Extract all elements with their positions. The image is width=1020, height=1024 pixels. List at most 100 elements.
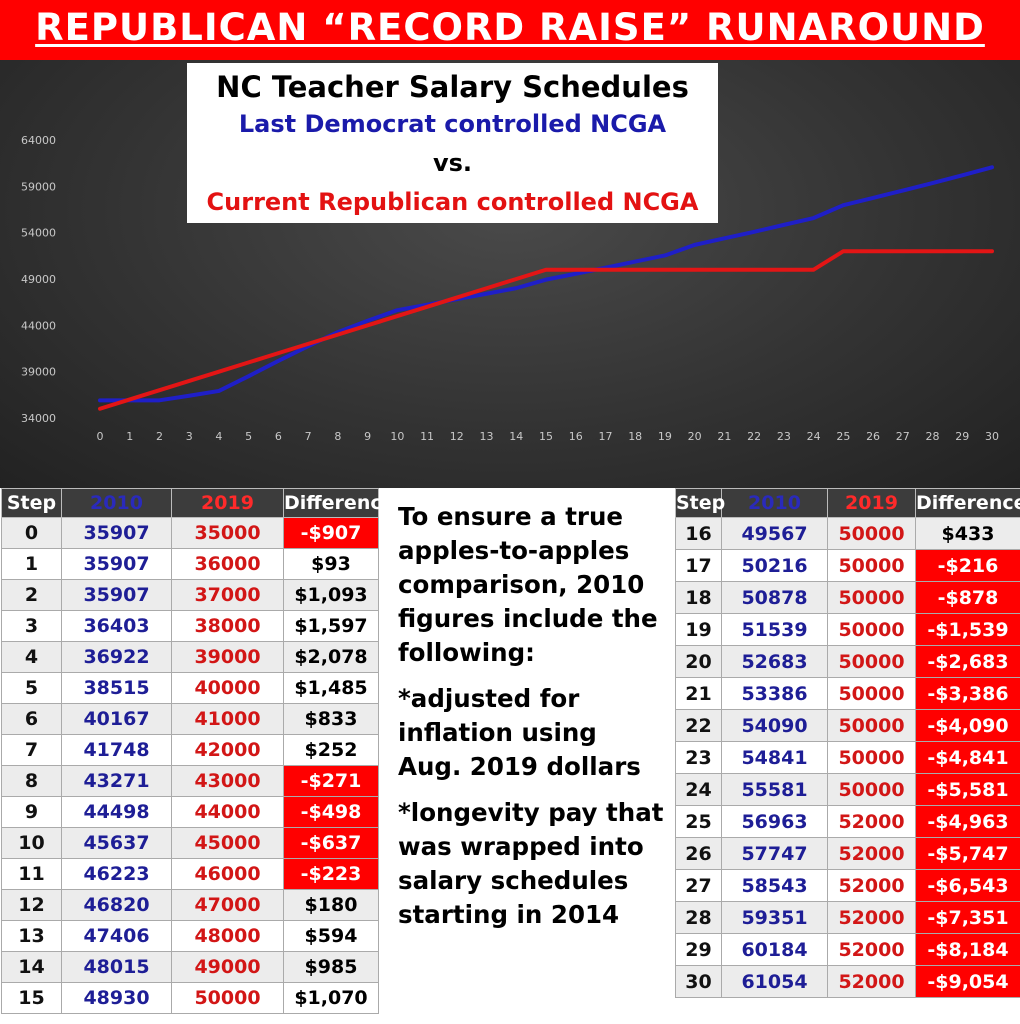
difference-cell: -$271 [283, 765, 379, 797]
chart-title-box: NC Teacher Salary Schedules Last Democra… [187, 63, 718, 223]
difference-cell: -$3,386 [915, 677, 1020, 710]
x-tick-label: 7 [305, 430, 312, 443]
x-tick-label: 18 [628, 430, 642, 443]
table-row: 21 53386 50000 -$3,386 [675, 677, 1020, 710]
difference-cell: -$5,581 [915, 773, 1020, 806]
x-tick-label: 8 [334, 430, 341, 443]
note-paragraph: *adjusted for inflation using Aug. 2019 … [398, 684, 641, 781]
step-cell: 1 [1, 548, 62, 580]
table-row: 17 50216 50000 -$216 [675, 549, 1020, 582]
value-2010-cell: 50878 [721, 581, 828, 614]
value-2019-cell: 50000 [827, 517, 916, 550]
value-2019-cell: 52000 [827, 837, 916, 870]
y-tick-label: 64000 [21, 134, 56, 147]
value-2019-cell: 35000 [171, 517, 284, 549]
difference-cell: -$637 [283, 827, 379, 859]
table-row: 6 40167 41000 $833 [1, 703, 379, 735]
step-cell: 12 [1, 889, 62, 921]
step-cell: 9 [1, 796, 62, 828]
value-2010-cell: 48930 [61, 982, 172, 1014]
x-tick-label: 4 [215, 430, 222, 443]
table-row: 8 43271 43000 -$271 [1, 765, 379, 797]
x-tick-label: 22 [747, 430, 761, 443]
x-tick-label: 20 [688, 430, 702, 443]
step-cell: 21 [675, 677, 722, 710]
difference-cell: $252 [283, 734, 379, 766]
step-cell: 16 [675, 517, 722, 550]
value-2010-cell: 54090 [721, 709, 828, 742]
table-row: 0 35907 35000 -$907 [1, 517, 379, 549]
step-cell: 29 [675, 933, 722, 966]
difference-cell: $93 [283, 548, 379, 580]
value-2019-cell: 36000 [171, 548, 284, 580]
header-2019: 2019 [171, 488, 284, 518]
step-cell: 3 [1, 610, 62, 642]
value-2019-cell: 50000 [827, 581, 916, 614]
step-cell: 10 [1, 827, 62, 859]
table-row: 28 59351 52000 -$7,351 [675, 901, 1020, 934]
difference-cell: -$7,351 [915, 901, 1020, 934]
step-cell: 13 [1, 920, 62, 952]
x-tick-label: 1 [126, 430, 133, 443]
step-cell: 8 [1, 765, 62, 797]
value-2019-cell: 37000 [171, 579, 284, 611]
value-2010-cell: 59351 [721, 901, 828, 934]
x-tick-label: 0 [97, 430, 104, 443]
step-cell: 22 [675, 709, 722, 742]
table-row: 16 49567 50000 $433 [675, 517, 1020, 550]
difference-cell: -$878 [915, 581, 1020, 614]
x-tick-label: 13 [480, 430, 494, 443]
difference-cell: -$5,747 [915, 837, 1020, 870]
value-2010-cell: 51539 [721, 613, 828, 646]
difference-cell: $594 [283, 920, 379, 952]
value-2019-cell: 50000 [827, 709, 916, 742]
difference-cell: $1,093 [283, 579, 379, 611]
table-row: 18 50878 50000 -$878 [675, 581, 1020, 614]
difference-cell: -$4,841 [915, 741, 1020, 774]
value-2010-cell: 57747 [721, 837, 828, 870]
value-2010-cell: 49567 [721, 517, 828, 550]
value-2019-cell: 47000 [171, 889, 284, 921]
value-2010-cell: 43271 [61, 765, 172, 797]
x-tick-label: 23 [777, 430, 791, 443]
value-2019-cell: 52000 [827, 965, 916, 998]
x-tick-label: 2 [156, 430, 163, 443]
value-2010-cell: 46820 [61, 889, 172, 921]
value-2019-cell: 46000 [171, 858, 284, 890]
value-2010-cell: 61054 [721, 965, 828, 998]
difference-cell: -$6,543 [915, 869, 1020, 902]
series-line-2010 [98, 165, 994, 403]
difference-cell: $433 [915, 517, 1020, 550]
y-tick-label: 59000 [21, 180, 56, 193]
step-cell: 30 [675, 965, 722, 998]
value-2019-cell: 38000 [171, 610, 284, 642]
difference-cell: $1,070 [283, 982, 379, 1014]
difference-cell: -$1,539 [915, 613, 1020, 646]
value-2010-cell: 46223 [61, 858, 172, 890]
x-tick-label: 3 [186, 430, 193, 443]
step-cell: 23 [675, 741, 722, 774]
difference-cell: -$907 [283, 517, 379, 549]
x-tick-label: 21 [717, 430, 731, 443]
note-paragraph: To ensure a true apples-to-apples compar… [398, 502, 658, 667]
step-cell: 5 [1, 672, 62, 704]
difference-cell: -$4,963 [915, 805, 1020, 838]
table-row: 25 56963 52000 -$4,963 [675, 805, 1020, 838]
x-tick-label: 5 [245, 430, 252, 443]
value-2010-cell: 40167 [61, 703, 172, 735]
difference-cell: $2,078 [283, 641, 379, 673]
x-tick-label: 27 [896, 430, 910, 443]
y-tick-label: 54000 [21, 227, 56, 240]
header-difference: Difference [283, 488, 395, 518]
table-row: 22 54090 50000 -$4,090 [675, 709, 1020, 742]
value-2019-cell: 39000 [171, 641, 284, 673]
value-2019-cell: 50000 [171, 982, 284, 1014]
difference-cell: $833 [283, 703, 379, 735]
header-step: Step [675, 488, 725, 518]
table-row: 4 36922 39000 $2,078 [1, 641, 379, 673]
value-2019-cell: 41000 [171, 703, 284, 735]
chart-subtitle-republican: Current Republican controlled NCGA [206, 188, 699, 216]
table-row: 7 41748 42000 $252 [1, 734, 379, 766]
value-2019-cell: 49000 [171, 951, 284, 983]
